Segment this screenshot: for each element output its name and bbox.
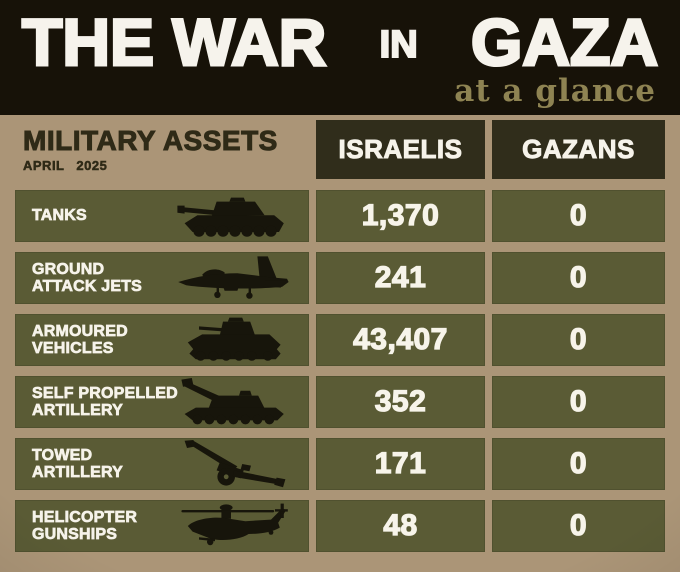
column-header-israelis: ISRAELIS — [316, 120, 485, 179]
assets-table: MILITARY ASSETS APRIL 2025 ISRAELIS GAZA… — [0, 115, 680, 552]
military-assets-title: MILITARY ASSETS — [23, 125, 278, 156]
title-subtitle: at a glance — [454, 73, 656, 109]
asset-label: TOWED ARTILLERY — [32, 446, 123, 481]
table-row-self-propelled-artillery: SELF PROPELLED ARTILLERY 352 0 — [15, 376, 665, 428]
asset-label: TANKS — [32, 207, 87, 225]
title-the-war: THE WAR — [20, 5, 327, 79]
asset-label: HELICOPTER GUNSHIPS — [32, 508, 138, 543]
page-title: THE WAR IN GAZA — [20, 5, 660, 79]
armoured-vehicle-icon — [164, 316, 306, 364]
israelis-value: 352 — [316, 376, 485, 428]
gazans-value: 0 — [492, 314, 665, 366]
asset-cell-towed-artillery: TOWED ARTILLERY — [15, 438, 309, 490]
column-header-gazans: GAZANS — [492, 120, 665, 179]
asset-cell-helicopter-gunships: HELICOPTER GUNSHIPS — [15, 500, 309, 552]
title-in: IN — [379, 24, 419, 66]
title-band: THE WAR IN GAZA at a glance — [0, 0, 680, 115]
table-row-armoured-vehicles: ARMOURED VEHICLES 43,407 0 — [15, 314, 665, 366]
asset-label: GROUND ATTACK JETS — [32, 260, 143, 295]
table-row-tanks: TANKS 1,370 0 — [15, 190, 665, 242]
gazans-value: 0 — [492, 376, 665, 428]
table-row-ground-attack-jets: GROUND ATTACK JETS 241 0 — [15, 252, 665, 304]
israelis-value: 1,370 — [316, 190, 485, 242]
israelis-value: 171 — [316, 438, 485, 490]
table-row-towed-artillery: TOWED ARTILLERY 171 — [15, 438, 665, 490]
self-propelled-artillery-icon — [164, 378, 306, 426]
helicopter-gunship-icon — [164, 502, 306, 550]
title-gaza: GAZA — [470, 5, 660, 79]
asset-cell-tanks: TANKS — [15, 190, 309, 242]
towed-artillery-icon — [164, 440, 306, 488]
israelis-value: 241 — [316, 252, 485, 304]
gazans-value: 0 — [492, 500, 665, 552]
asset-cell-armoured-vehicles: ARMOURED VEHICLES — [15, 314, 309, 366]
asset-label: SELF PROPELLED ARTILLERY — [32, 384, 178, 419]
table-row-helicopter-gunships: HELICOPTER GUNSHIPS 48 — [15, 500, 665, 552]
ground-attack-jet-icon — [164, 254, 306, 302]
asset-cell-jets: GROUND ATTACK JETS — [15, 252, 309, 304]
gazans-value: 0 — [492, 190, 665, 242]
asset-label: ARMOURED VEHICLES — [32, 322, 128, 357]
table-header-row: MILITARY ASSETS APRIL 2025 ISRAELIS GAZA… — [15, 120, 665, 179]
tank-icon — [164, 192, 306, 240]
israelis-value: 48 — [316, 500, 485, 552]
april-2025-label: APRIL 2025 — [23, 158, 108, 173]
israelis-value: 43,407 — [316, 314, 485, 366]
gazans-value: 0 — [492, 438, 665, 490]
asset-cell-self-propelled-artillery: SELF PROPELLED ARTILLERY — [15, 376, 309, 428]
gazans-value: 0 — [492, 252, 665, 304]
table-left-header: MILITARY ASSETS APRIL 2025 — [15, 120, 309, 179]
